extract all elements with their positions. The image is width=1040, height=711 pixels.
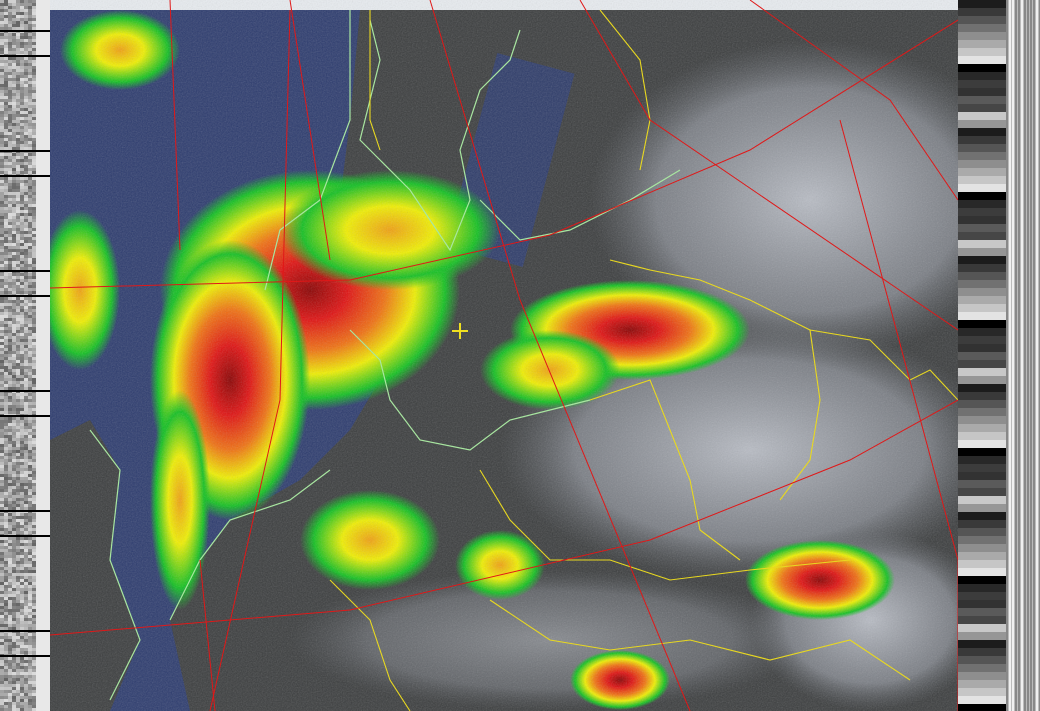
image-noise [50,0,958,711]
telemetry-strip-right [958,0,1040,711]
telemetry-strip-left [0,0,50,711]
satellite-map [50,0,958,711]
